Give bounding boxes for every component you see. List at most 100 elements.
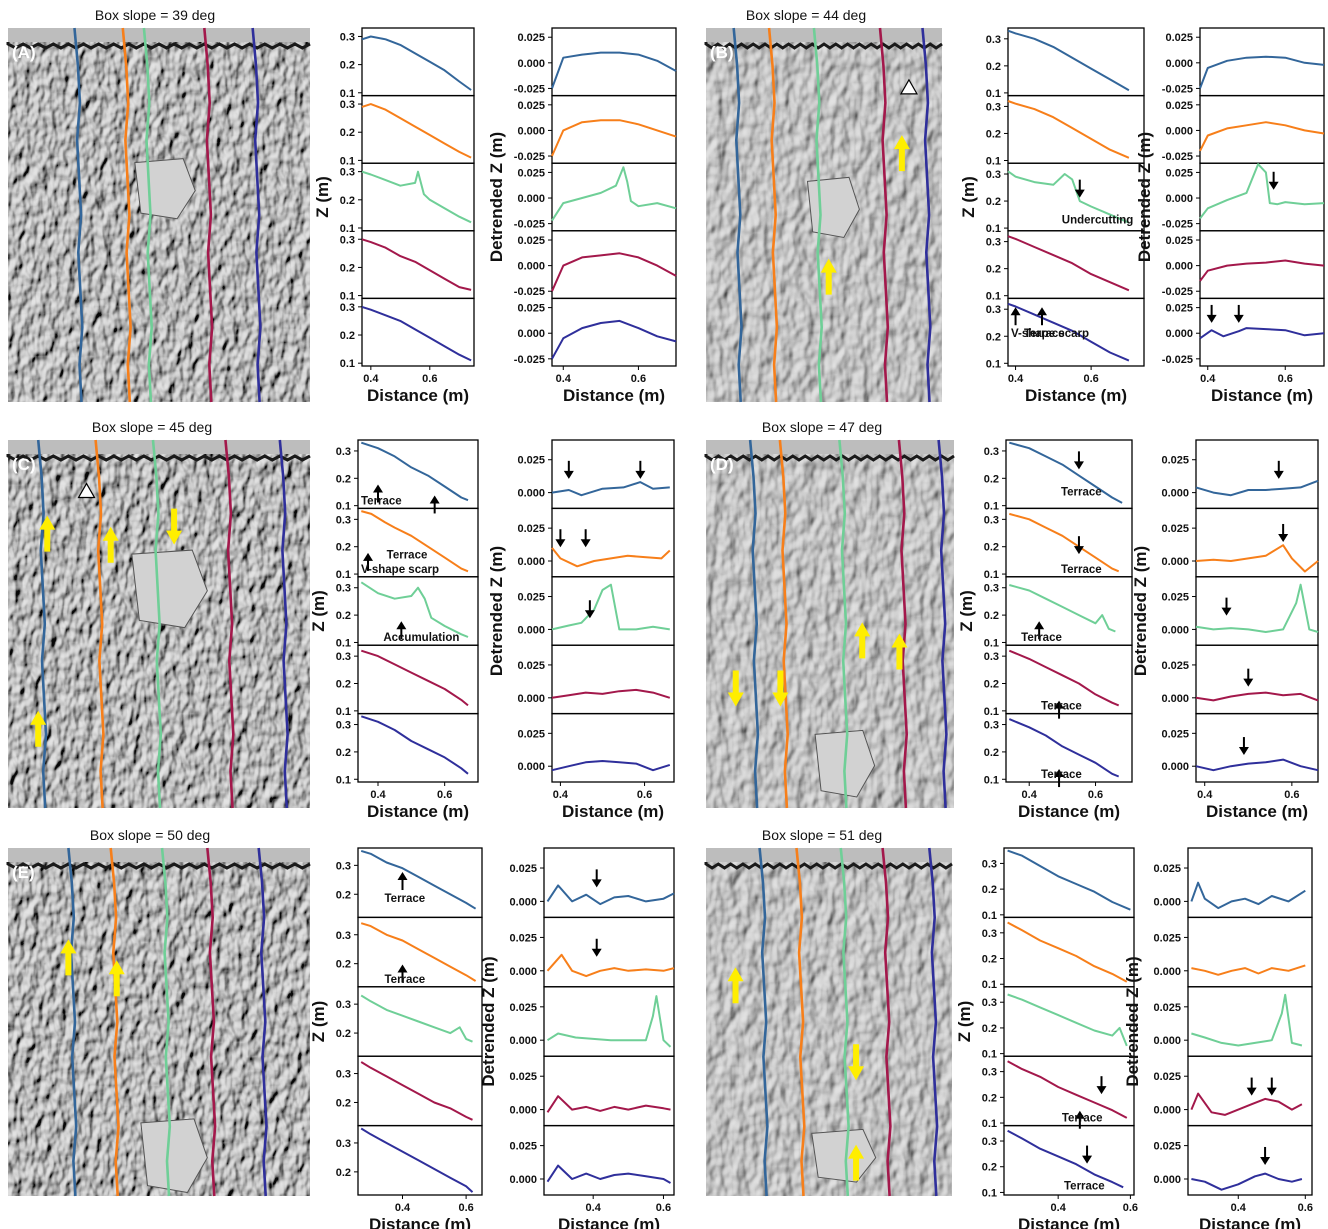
series-line-1 xyxy=(1007,849,1131,911)
profile-line-3 xyxy=(160,847,172,1197)
y-tick-label: 0.000 xyxy=(1161,488,1189,500)
yellow-arrow-2 xyxy=(772,670,789,707)
z-row-2: 0.1 0.2 0.3 Terrace xyxy=(984,507,1133,581)
x-axis-label: Distance (m) xyxy=(1211,386,1313,405)
black-arrow-head xyxy=(1073,546,1084,555)
d-row-5: -0.025 0.000 0.025 xyxy=(1162,297,1325,367)
y-tick-label: 0.025 xyxy=(517,455,545,467)
y-tick-label: 0.025 xyxy=(509,932,537,944)
sand-crest xyxy=(704,42,943,50)
y-tick-label: 0.000 xyxy=(517,261,545,273)
z-row-4: 0.1 0.2 0.3 Terrace xyxy=(982,1055,1135,1130)
box-top-wall xyxy=(8,28,310,42)
profile-line-2 xyxy=(109,847,120,1197)
y-tick-label: 0.025 xyxy=(517,167,545,179)
y-tick-label: 0.025 xyxy=(1165,100,1193,112)
plot-frame xyxy=(551,644,675,715)
y-tick-label: 0.2 xyxy=(336,1167,351,1179)
yellow-arrow-2 xyxy=(102,526,119,563)
d-row-2: -0.025 0.000 0.025 xyxy=(1162,94,1325,164)
y-tick-label: 0.3 xyxy=(336,1069,351,1081)
black-arrow-head xyxy=(373,484,383,493)
y-tick-label: -0.025 xyxy=(1162,286,1193,298)
series-line-5 xyxy=(551,319,677,360)
plot-frame xyxy=(1199,94,1325,164)
y-tick-label: 0.3 xyxy=(984,514,999,526)
black-arrow-head xyxy=(397,872,408,881)
plot-frame xyxy=(543,916,675,988)
d-row-5: -0.025 0.000 0.025 xyxy=(514,297,677,367)
series-line-3 xyxy=(361,170,472,224)
profile-line-5 xyxy=(921,27,932,403)
black-arrow-head xyxy=(1054,769,1065,778)
black-arrow-head xyxy=(1273,470,1284,479)
series-line-2 xyxy=(546,953,675,978)
black-arrow-head xyxy=(1034,621,1045,630)
x-axis-label: Distance (m) xyxy=(1018,802,1120,821)
y-tick-label: 0.000 xyxy=(1165,193,1193,205)
yellow-arrow-1 xyxy=(39,515,56,552)
d-row-1: -0.025 0.000 0.025 xyxy=(1162,27,1325,97)
profile-line-2 xyxy=(795,847,806,1197)
x-tick-label: 0.6 xyxy=(631,373,646,385)
d-row-3: 0.000 0.025 xyxy=(1153,986,1313,1057)
series-line-1 xyxy=(360,849,477,910)
series-line-5 xyxy=(551,760,671,772)
white-triangle-marker xyxy=(77,482,96,499)
black-arrow-head xyxy=(563,470,574,479)
y-tick-label: 0.2 xyxy=(340,195,355,207)
y-tick-label: 0.000 xyxy=(517,58,545,70)
y-axis-label: Detrended Z (m) xyxy=(1131,546,1150,676)
y-tick-label: 0.2 xyxy=(984,747,999,759)
panel-title: Box slope = 39 deg xyxy=(95,7,215,23)
y-tick-label: 0.1 xyxy=(986,88,1001,100)
plot-frame xyxy=(551,297,677,367)
z-row-4: 0.1 0.2 0.3 xyxy=(986,230,1145,303)
profile-line-2 xyxy=(778,439,790,809)
profile-line-4 xyxy=(203,27,214,403)
y-tick-label: 0.000 xyxy=(517,488,545,500)
y-tick-label: 0.2 xyxy=(986,196,1001,208)
z-row-5: 0.1 0.2 0.3 xyxy=(336,712,479,786)
y-tick-label: 0.025 xyxy=(509,1002,537,1014)
black-arrow-head xyxy=(396,621,407,630)
y-tick-label: 0.000 xyxy=(509,966,537,978)
d-row-2: -0.025 0.000 0.025 xyxy=(514,94,677,164)
y-tick-label: -0.025 xyxy=(514,83,545,95)
y-tick-label: 0.025 xyxy=(509,863,537,875)
z-row-5: 0.1 0.2 0.3 xyxy=(340,297,475,370)
y-tick-label: 0.2 xyxy=(336,542,351,554)
plot-frame xyxy=(1195,439,1319,510)
black-arrow-head xyxy=(591,948,602,957)
y-tick-label: 0.1 xyxy=(336,501,351,513)
y-tick-label: 0.000 xyxy=(1161,761,1189,773)
x-tick-label: 0.6 xyxy=(1088,789,1103,801)
z-profile-stack: 0.10.20.3Terrace0.10.20.3Terrace0.10.20.… xyxy=(957,439,1133,821)
x-tick-label: 0.4 xyxy=(1022,789,1038,801)
series-line-3 xyxy=(1191,993,1303,1047)
series-line-3 xyxy=(360,581,469,638)
panel-letter: (A) xyxy=(12,43,36,62)
z-profile-stack: 0.1 0.2 0.3 Terrace 0.1 0.2 0.3 Terrace V-shape … xyxy=(309,439,479,821)
y-tick-label: 0.1 xyxy=(982,1118,997,1130)
series-line-3 xyxy=(1009,584,1116,633)
plot-frame xyxy=(551,162,677,232)
plot-frame xyxy=(1003,986,1135,1057)
y-tick-label: 0.2 xyxy=(982,1162,997,1174)
profile-line-4 xyxy=(224,439,235,809)
y-tick-label: 0.2 xyxy=(340,262,355,274)
d-row-2: 0.000 0.025 xyxy=(1161,507,1319,578)
boulder xyxy=(140,1118,208,1194)
y-tick-label: 0.000 xyxy=(509,1105,537,1117)
d-row-1: 0.000 0.025 xyxy=(1161,439,1319,510)
y-axis-label: Detrended Z (m) xyxy=(1135,132,1154,262)
profile-line-3 xyxy=(151,439,163,809)
profile-line-4 xyxy=(878,27,890,403)
x-axis-label: Distance (m) xyxy=(367,386,469,405)
black-arrow-head xyxy=(1268,181,1279,190)
series-line-2 xyxy=(1199,121,1325,152)
box-top-wall xyxy=(706,440,954,454)
z-row-3: 0.2 0.3 xyxy=(336,986,483,1057)
y-tick-label: 0.3 xyxy=(336,583,351,595)
series-line-4 xyxy=(360,1061,473,1121)
